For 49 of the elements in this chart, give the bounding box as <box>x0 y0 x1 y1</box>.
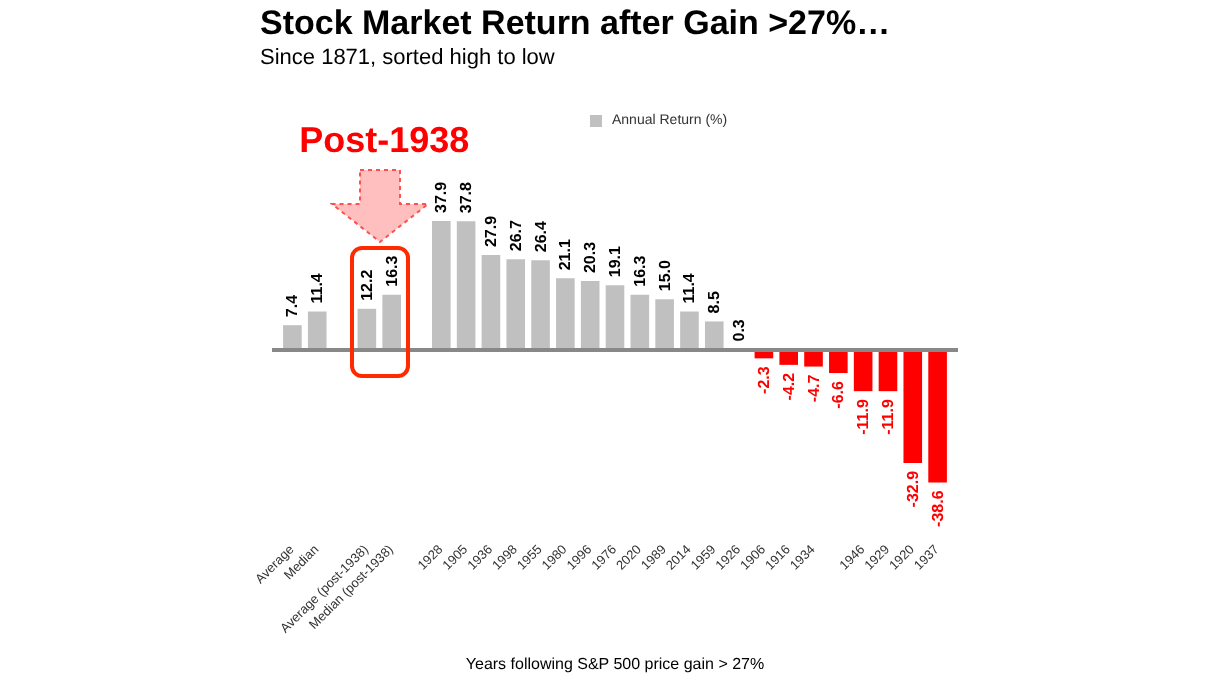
bar <box>307 311 327 351</box>
bar <box>357 308 377 351</box>
data-label: 16.3 <box>630 254 649 287</box>
bar <box>456 221 476 351</box>
data-label: 7.4 <box>283 293 302 318</box>
bar <box>928 350 947 483</box>
data-label: 26.7 <box>506 218 525 252</box>
data-label: 0.3 <box>730 318 749 342</box>
data-label: -32.9 <box>903 469 922 508</box>
data-label: 8.5 <box>705 290 724 314</box>
data-label: 11.4 <box>308 272 327 304</box>
data-label: 26.4 <box>531 220 550 253</box>
text: Post-1938 <box>299 120 470 163</box>
data-label: -38.6 <box>928 489 947 527</box>
bar <box>431 220 451 351</box>
data-label: 37.8 <box>457 181 476 214</box>
bar <box>481 255 501 351</box>
bar <box>382 294 401 351</box>
data-label: -6.6 <box>829 379 848 409</box>
bar <box>655 299 674 351</box>
data-label: 16.3 <box>382 254 401 287</box>
bar <box>680 311 699 351</box>
data-label: 11.4 <box>680 272 699 304</box>
data-label: -11.9 <box>854 398 873 435</box>
data-label: 19.1 <box>606 244 624 278</box>
bar <box>605 285 625 351</box>
bar <box>506 259 526 351</box>
data-label: -4.2 <box>779 371 798 401</box>
chart-subtitle: Since 1871, sorted high to low <box>260 46 555 70</box>
bar <box>556 278 575 351</box>
data-label: -2.3 <box>754 365 773 394</box>
bar <box>829 350 848 374</box>
data-label: 37.9 <box>432 180 451 213</box>
bar <box>878 350 898 392</box>
data-label: 27.9 <box>481 214 500 248</box>
x-axis-title: Years following S&P 500 price gain > 27% <box>465 655 765 673</box>
bar <box>531 260 550 351</box>
data-label: 20.3 <box>581 240 600 274</box>
bar <box>580 281 600 351</box>
bar <box>853 350 873 392</box>
data-label: 15.0 <box>655 258 674 292</box>
data-label: -11.9 <box>878 398 897 435</box>
bar <box>630 294 650 351</box>
chart-title: Stock Market Return after Gain >27%… <box>260 4 891 44</box>
bar <box>704 321 724 351</box>
data-label: 12.2 <box>357 268 376 301</box>
bar <box>903 350 923 463</box>
data-label: -4.7 <box>804 373 823 403</box>
data-label: 21.1 <box>556 238 575 271</box>
